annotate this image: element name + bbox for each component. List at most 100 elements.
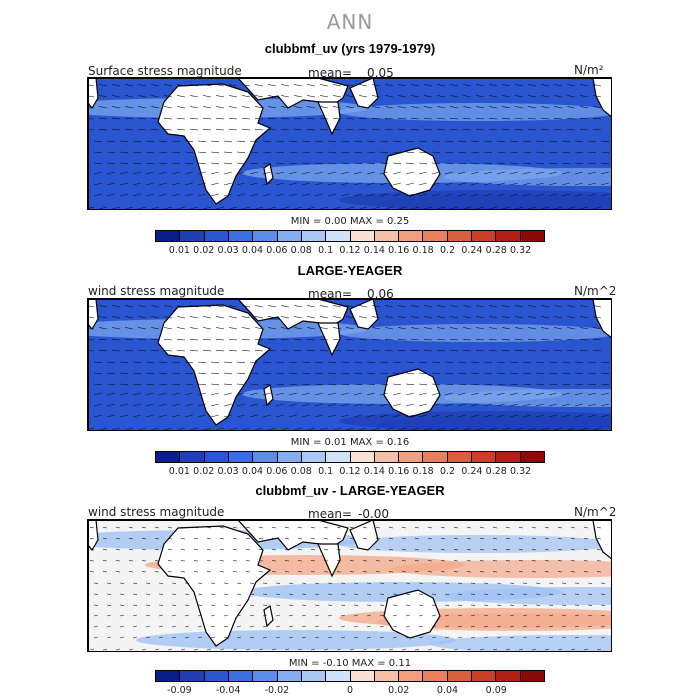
wind-vector [285,537,290,540]
wind-vector [359,106,368,109]
wind-vector [301,636,306,639]
colorbar-swatch [520,671,544,681]
wind-vector [106,361,115,364]
wind-vector [561,361,570,364]
wind-vector [353,392,362,396]
wind-vector [223,361,232,364]
wind-vector [223,403,232,407]
wind-vector [119,372,128,375]
wind-vector [255,327,264,330]
wind-vector [522,151,531,154]
wind-vector [496,383,505,386]
wind-vector [398,95,407,98]
wind-vector [288,614,293,617]
wind-vector [220,648,225,651]
wind-vector [450,305,459,308]
wind-vector [444,392,453,396]
colorbar-swatch [156,671,181,681]
wind-vector [255,427,264,430]
wind-vector [418,414,427,418]
wind-vector [132,625,137,628]
wind-vector [90,548,95,551]
wind-vector [314,636,319,639]
wind-vector [275,361,284,364]
wind-vector [496,140,505,143]
wind-vector [431,151,440,154]
wind-vector [541,305,550,308]
wind-vector [158,403,167,407]
wind-vector [392,193,401,197]
wind-vector [171,625,176,628]
wind-vector [333,106,342,109]
wind-vector [502,305,511,308]
wind-vector [450,128,459,131]
wind-vector [320,128,329,131]
wind-vector [281,305,290,308]
wind-vector [311,526,316,529]
wind-vector [262,403,271,407]
wind-vector [554,117,563,120]
wind-vector [223,414,232,418]
wind-vector [376,648,381,651]
wind-vector [119,182,128,186]
wind-vector [496,182,505,186]
wind-vector [333,95,342,98]
wind-vector [255,338,264,341]
wind-vector [314,361,323,364]
wind-vector [584,537,589,540]
wind-vector [99,117,108,120]
wind-vector [275,171,284,175]
wind-vector [93,383,102,386]
wind-vector [450,206,459,209]
colorbar-tick-label: 0.03 [217,466,239,477]
wind-vector [164,106,173,109]
wind-vector [424,84,433,87]
colorbar-swatch [277,231,302,241]
panel-3-mean-label: mean= [308,507,353,521]
wind-vector [385,128,394,131]
wind-vector [545,648,550,651]
wind-vector [574,383,583,386]
wind-vector [476,206,485,209]
wind-vector [509,171,518,175]
wind-vector [340,361,349,364]
wind-vector [392,171,401,175]
colorbar-tick-label: 0.2 [439,466,456,477]
wind-vector [359,316,368,319]
wind-vector [255,349,264,352]
wind-vector [229,316,238,319]
panel-2-mean-label: mean= [308,287,353,301]
wind-vector [502,349,511,352]
wind-vector [314,383,323,386]
colorbar-swatch [156,452,181,462]
wind-vector [138,427,147,430]
wind-vector [372,84,381,87]
wind-vector [181,537,186,540]
wind-vector [522,182,531,186]
wind-vector [528,305,537,308]
wind-vector [493,537,498,540]
wind-vector [210,140,219,143]
wind-vector [415,548,420,551]
wind-vector [210,162,219,165]
wind-vector [216,427,225,430]
wind-vector [509,140,518,143]
wind-vector [171,414,180,418]
wind-vector [431,162,440,165]
panel-2-colorbar [155,451,545,463]
colorbar-tick-label: 0.08 [290,466,312,477]
wind-vector [216,206,225,209]
wind-vector [480,537,485,540]
wind-vector [301,625,306,628]
wind-vector [210,193,219,197]
panel-2-mean-value: 0.06 [367,287,394,301]
wind-vector [125,427,134,430]
wind-vector [314,392,323,396]
wind-vector [132,372,141,375]
wind-vector [431,614,436,617]
wind-vector [262,151,271,154]
wind-vector [431,403,440,407]
wind-vector [561,403,570,407]
wind-vector [385,316,394,319]
wind-vector [496,193,505,197]
